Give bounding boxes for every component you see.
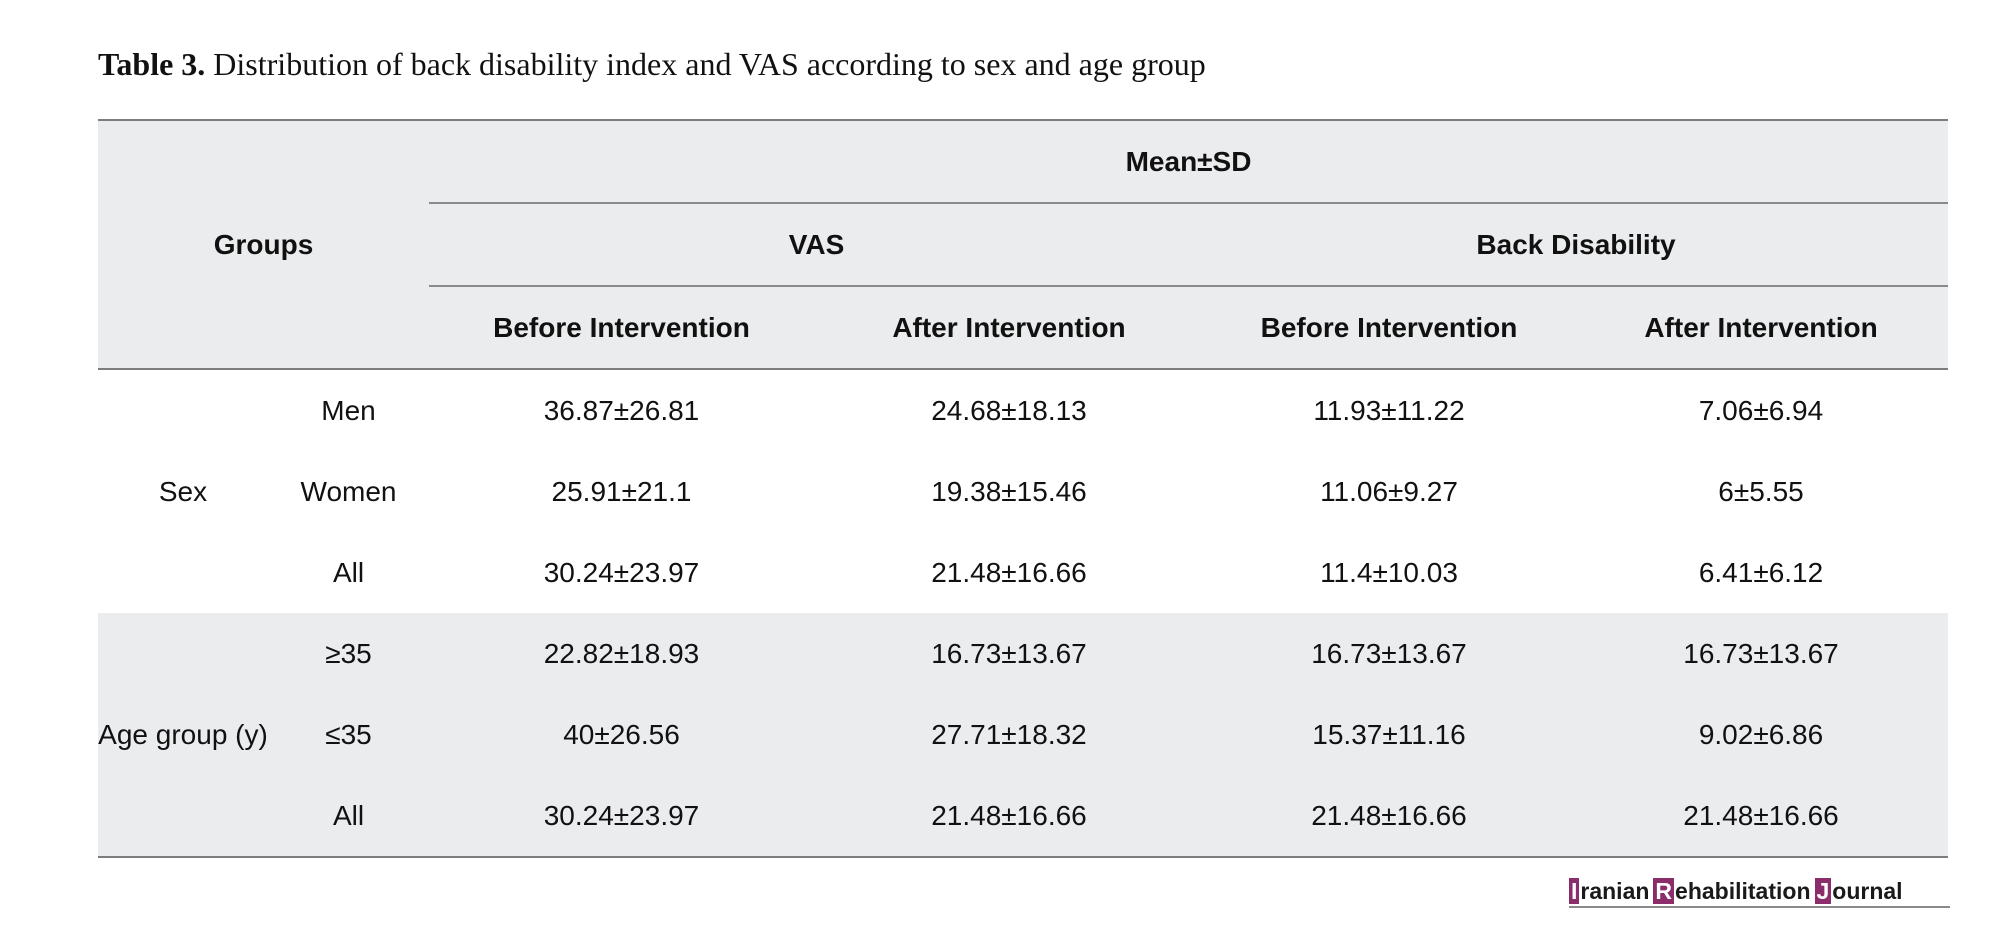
cell-vas-after: 24.68±18.13: [814, 369, 1204, 451]
journal-logo-initial-2: R: [1653, 878, 1675, 904]
row-sub-label: Men: [268, 369, 429, 451]
cell-bd-before: 11.06±9.27: [1204, 451, 1574, 532]
table-row: Sex Men 36.87±26.81 24.68±18.13 11.93±11…: [98, 369, 1949, 613]
table-row: ≤35 40±26.56 27.71±18.32 15.37±11.16 9.0…: [98, 694, 1949, 775]
header-row-2: VAS Back Disability: [98, 202, 1949, 286]
journal-logo-initial-3: J: [1814, 878, 1832, 904]
cell-vas-before: 40±26.56: [429, 694, 814, 775]
header-vas-before: Before Intervention: [429, 285, 814, 370]
cell-bd-before: 16.73±13.67: [1204, 613, 1574, 694]
cell-bd-after: 16.73±13.67: [1574, 613, 1949, 694]
row-sub-label: All: [268, 775, 429, 858]
cell-vas-before: 22.82±18.93: [429, 613, 814, 694]
header-row-1: Groups Mean±SD: [98, 119, 1949, 370]
header-row-3: Before Intervention After Intervention B…: [98, 285, 1949, 370]
cell-vas-before: 25.91±21.1: [429, 451, 814, 532]
cell-vas-before: 30.24±23.97: [429, 532, 814, 613]
table-caption-text: Distribution of back disability index an…: [213, 46, 1206, 82]
header-vas-after: After Intervention: [814, 285, 1204, 370]
cell-vas-after: 21.48±16.66: [814, 775, 1204, 858]
section-age-group: Age group (y) ≥35 22.82±18.93 16.73±13.6…: [98, 613, 1949, 858]
header-groups: Groups: [98, 119, 429, 370]
section-sex: Sex Men 36.87±26.81 24.68±18.13 11.93±11…: [98, 369, 1949, 613]
cell-bd-after: 9.02±6.86: [1574, 694, 1949, 775]
journal-logo-rest-1: ranian: [1580, 878, 1650, 904]
row-sub-label: Women: [268, 451, 429, 532]
cell-vas-before: 30.24±23.97: [429, 775, 814, 858]
cell-bd-after: 6±5.55: [1574, 451, 1949, 532]
header-bd-after: After Intervention: [1574, 285, 1949, 370]
table-caption-label: Table 3.: [98, 46, 206, 82]
cell-bd-after: 7.06±6.94: [1574, 369, 1949, 451]
cell-vas-after: 27.71±18.32: [814, 694, 1204, 775]
header-back-disability: Back Disability: [1204, 202, 1949, 286]
table-caption: Table 3. Distribution of back disability…: [98, 44, 1206, 84]
header-vas: VAS: [429, 202, 1204, 286]
table-row: Women 25.91±21.1 19.38±15.46 11.06±9.27 …: [98, 451, 1949, 532]
row-sub-label: ≥35: [268, 613, 429, 694]
header-mean-sd: Mean±SD: [429, 119, 1949, 203]
journal-logo-underline: [1569, 906, 1950, 908]
cell-bd-before: 11.93±11.22: [1204, 369, 1574, 451]
row-sub-label: ≤35: [268, 694, 429, 775]
cell-bd-before: 11.4±10.03: [1204, 532, 1574, 613]
table-row: Age group (y) ≥35 22.82±18.93 16.73±13.6…: [98, 613, 1949, 858]
cell-bd-after: 21.48±16.66: [1574, 775, 1949, 858]
table-header: Groups Mean±SD VAS Back Disability Befor…: [98, 119, 1949, 370]
section-label-sex: Sex: [98, 369, 268, 613]
journal-logo-rest-3: ournal: [1832, 878, 1903, 904]
journal-logo-initial-1: I: [1569, 878, 1580, 904]
section-label-age-group: Age group (y): [98, 613, 268, 858]
row-sub-label: All: [268, 532, 429, 613]
cell-bd-before: 15.37±11.16: [1204, 694, 1574, 775]
cell-bd-after: 6.41±6.12: [1574, 532, 1949, 613]
header-bd-before: Before Intervention: [1204, 285, 1574, 370]
cell-bd-before: 21.48±16.66: [1204, 775, 1574, 858]
data-table: Groups Mean±SD VAS Back Disability Befor…: [98, 119, 1949, 858]
table-row: All 30.24±23.97 21.48±16.66 21.48±16.66 …: [98, 775, 1949, 858]
cell-vas-after: 16.73±13.67: [814, 613, 1204, 694]
journal-logo-rest-2: ehabilitation: [1675, 878, 1811, 904]
cell-vas-after: 19.38±15.46: [814, 451, 1204, 532]
cell-vas-before: 36.87±26.81: [429, 369, 814, 451]
cell-vas-after: 21.48±16.66: [814, 532, 1204, 613]
table-row: All 30.24±23.97 21.48±16.66 11.4±10.03 6…: [98, 532, 1949, 613]
